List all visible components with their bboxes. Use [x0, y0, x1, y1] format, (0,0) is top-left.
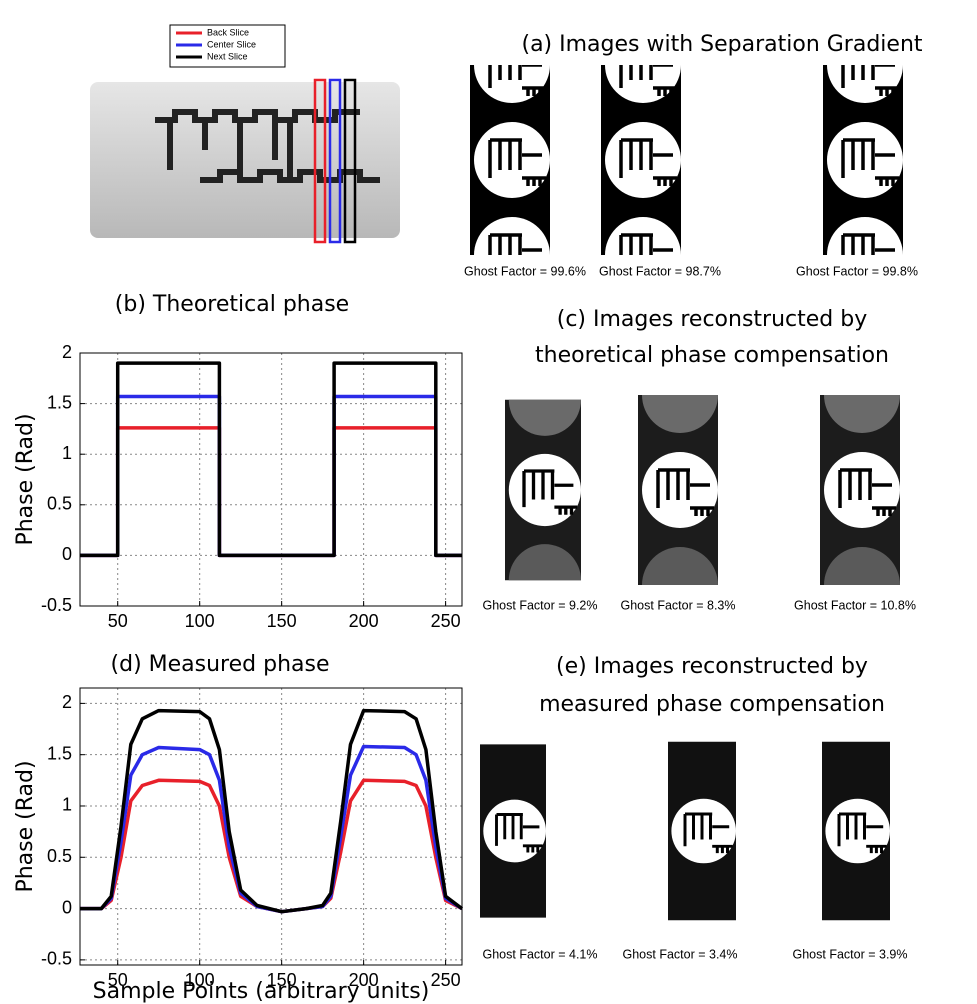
ghost-factor-caption: Ghost Factor = 3.4%	[623, 947, 738, 961]
ghost-factor-caption: Ghost Factor = 99.6%	[464, 264, 586, 278]
mr-image	[823, 27, 903, 293]
plot-area	[80, 353, 462, 606]
y-tick-label: -0.5	[41, 595, 72, 615]
panel-title: measured phase compensation	[539, 692, 885, 717]
slice-box	[313, 78, 327, 244]
y-tick-label: 0	[62, 544, 72, 564]
mr-image	[601, 27, 681, 293]
mr-image	[480, 744, 546, 917]
legend: Back Slice Center Slice Next Slice	[176, 27, 256, 61]
plot-area	[80, 688, 462, 965]
panel-title: (e) Images reconstructed by	[556, 654, 868, 679]
plot-frame	[79, 687, 463, 966]
y-tick-label: 1	[62, 443, 72, 463]
ghost-factor-caption: Ghost Factor = 4.1%	[483, 947, 598, 961]
y-axis-label: Phase (Rad)	[13, 760, 38, 892]
y-tick-label: -0.5	[41, 949, 72, 969]
x-tick-label: 50	[108, 970, 128, 990]
ghost-factor-caption: Ghost Factor = 10.8%	[794, 598, 916, 612]
y-tick-label: 1.5	[47, 392, 72, 412]
x-tick-label: 100	[185, 970, 215, 990]
ghost-factor-caption: Ghost Factor = 3.9%	[793, 947, 908, 961]
ghost-factor-caption: Ghost Factor = 99.8%	[796, 264, 918, 278]
y-tick-label: 0.5	[47, 494, 72, 514]
panel-title: theoretical phase compensation	[535, 343, 889, 368]
ghost-factor-caption: Ghost Factor = 9.2%	[483, 598, 598, 612]
x-tick-label: 150	[267, 970, 297, 990]
legend-label: Back Slice	[207, 27, 249, 37]
phantom-image	[90, 82, 400, 238]
x-tick-label: 50	[108, 611, 128, 631]
phantom-structure	[155, 109, 380, 183]
panel-title: (c) Images reconstructed by	[557, 307, 867, 332]
mr-image	[822, 742, 890, 921]
chart-title: (b) Theoretical phase	[115, 292, 349, 317]
y-axis-label: Phase (Rad)	[13, 413, 38, 545]
mr-image	[820, 357, 900, 623]
x-axis-label: Sample Points (arbitrary units)	[93, 979, 430, 1004]
panel-title: (a) Images with Separation Gradient	[521, 32, 922, 57]
y-tick-label: 1.5	[47, 743, 72, 763]
x-tick-label: 200	[349, 970, 379, 990]
slice-box	[343, 78, 357, 244]
ghost-factor-caption: Ghost Factor = 8.3%	[621, 598, 736, 612]
chart-title: (d) Measured phase	[111, 652, 330, 677]
ghost-factor-caption: Ghost Factor = 98.7%	[599, 264, 721, 278]
x-tick-label: 250	[431, 611, 461, 631]
plot-frame	[79, 352, 463, 607]
y-tick-label: 0.5	[47, 846, 72, 866]
y-tick-label: 2	[62, 342, 72, 362]
x-tick-label: 100	[185, 611, 215, 631]
mr-image	[668, 742, 736, 921]
x-tick-label: 150	[267, 611, 297, 631]
y-tick-label: 2	[62, 692, 72, 712]
data-line	[80, 361, 462, 558]
y-tick-label: 1	[62, 795, 72, 815]
mr-image	[470, 27, 550, 293]
mr-image	[638, 357, 718, 623]
slice-box	[328, 78, 342, 244]
x-tick-label: 250	[431, 970, 461, 990]
legend-label: Next Slice	[207, 51, 248, 61]
legend-label: Center Slice	[207, 39, 256, 49]
data-line	[80, 708, 464, 914]
mr-image	[505, 364, 581, 617]
x-tick-label: 200	[349, 611, 379, 631]
y-tick-label: 0	[62, 897, 72, 917]
